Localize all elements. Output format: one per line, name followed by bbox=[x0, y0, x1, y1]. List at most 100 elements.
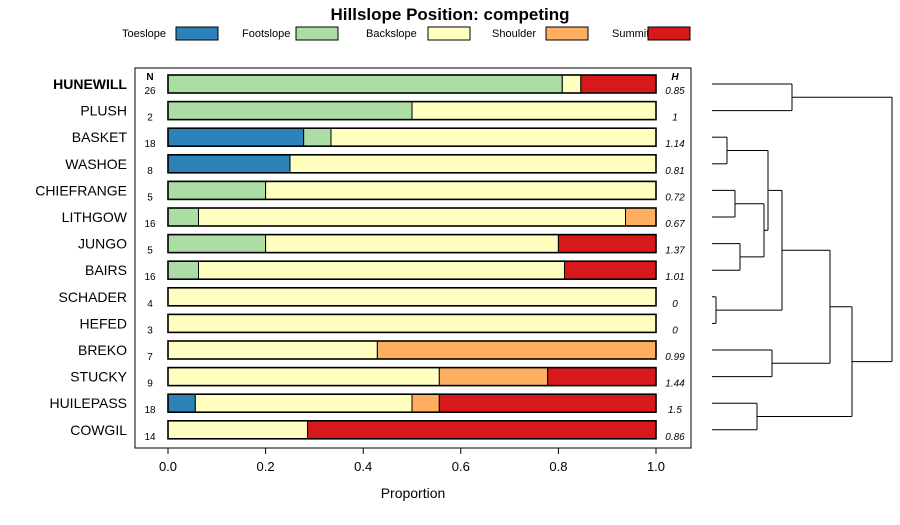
x-tick-label: 0.4 bbox=[354, 459, 372, 474]
row-label-cowgil: COWGIL bbox=[70, 422, 127, 438]
bar-segment-chiefrange-footslope bbox=[167, 180, 267, 200]
bar-outline-huilepass bbox=[167, 393, 657, 414]
bar-segment-huilepass-summit bbox=[438, 393, 657, 413]
bar-segment-bairs-summit bbox=[564, 260, 657, 280]
h-value-stucky: 1.44 bbox=[665, 379, 685, 390]
bar-outline-hunewill bbox=[167, 74, 657, 94]
n-column-header: N bbox=[146, 72, 153, 83]
n-value-chiefrange: 5 bbox=[147, 192, 153, 203]
bar-segment-jungo-backslope bbox=[265, 234, 559, 254]
x-tick-label: 0.6 bbox=[452, 459, 470, 474]
dendrogram bbox=[712, 83, 893, 431]
bar-segment-stucky-shoulder bbox=[438, 367, 549, 387]
bar-segment-jungo-footslope bbox=[167, 234, 267, 254]
bar-segment-basket-footslope bbox=[303, 127, 332, 147]
legend-label-summit: Summit bbox=[612, 28, 649, 40]
h-value-plush: 1 bbox=[672, 113, 678, 124]
n-value-breko: 7 bbox=[147, 352, 153, 363]
bar-outline-hefed bbox=[167, 313, 657, 334]
legend-label-footslope: Footslope bbox=[242, 28, 290, 40]
bar-segment-washoe-toeslope bbox=[167, 154, 291, 174]
h-value-hefed: 0 bbox=[672, 325, 678, 336]
row-label-schader: SCHADER bbox=[59, 289, 127, 305]
bar-segment-plush-backslope bbox=[411, 101, 657, 121]
h-column-header: H bbox=[671, 72, 679, 83]
bar-segment-hefed-backslope bbox=[167, 313, 657, 333]
row-label-hefed: HEFED bbox=[80, 315, 127, 331]
bar-outline-lithgow bbox=[167, 207, 657, 227]
bar-segment-cowgil-backslope bbox=[167, 420, 309, 440]
legend-label-backslope: Backslope bbox=[366, 28, 417, 40]
x-axis: 0.0 0.2 0.4 0.6 0.8 1.0 bbox=[159, 448, 665, 474]
row-label-bairs: BAIRS bbox=[85, 262, 127, 278]
legend-swatch-backslope bbox=[427, 26, 471, 41]
bar-segment-stucky-summit bbox=[547, 367, 657, 387]
x-tick-label: 0.0 bbox=[159, 459, 177, 474]
bar-segment-schader-backslope bbox=[167, 287, 657, 307]
row-label-plush: PLUSH bbox=[80, 103, 127, 119]
chart-title: Hillslope Position: competing bbox=[331, 5, 570, 24]
x-tick-label: 0.2 bbox=[257, 459, 275, 474]
row-label-huilepass: HUILEPASS bbox=[49, 395, 127, 411]
n-value-bairs: 16 bbox=[144, 272, 156, 283]
bar-segment-chiefrange-backslope bbox=[265, 180, 657, 200]
h-value-chiefrange: 0.72 bbox=[665, 192, 685, 203]
n-value-cowgil: 14 bbox=[144, 432, 156, 443]
h-value-schader: 0 bbox=[672, 299, 678, 310]
row-label-washoe: WASHOE bbox=[65, 156, 127, 172]
row-label-basket: BASKET bbox=[72, 129, 128, 145]
legend-swatch-shoulder bbox=[545, 26, 589, 41]
n-value-hunewill: 26 bbox=[144, 86, 156, 97]
bar-segment-plush-footslope bbox=[167, 101, 413, 121]
bar-segment-huilepass-shoulder bbox=[411, 393, 440, 413]
bar-segment-basket-backslope bbox=[330, 127, 657, 147]
h-value-bairs: 1.01 bbox=[665, 272, 684, 283]
h-value-huilepass: 1.5 bbox=[668, 405, 682, 416]
bar-segment-breko-backslope bbox=[167, 340, 378, 360]
n-value-hefed: 3 bbox=[147, 325, 153, 336]
legend-label-toeslope: Toeslope bbox=[122, 28, 166, 40]
bar-segment-cowgil-summit bbox=[307, 420, 657, 440]
bar-outline-chiefrange bbox=[167, 180, 657, 201]
row-label-chiefrange: CHIEFRANGE bbox=[35, 182, 127, 198]
legend-swatch-footslope bbox=[295, 26, 339, 41]
bar-outline-jungo bbox=[167, 233, 657, 254]
bar-segment-huilepass-toeslope bbox=[167, 393, 196, 413]
chart-rows: HUNEWILL 26 0.85 PLUSH 2 1 BASKET 18 1.14 WASHOE 8… bbox=[35, 74, 685, 443]
bar-segment-stucky-backslope bbox=[167, 367, 440, 387]
n-value-basket: 18 bbox=[144, 139, 156, 150]
bar-outline-cowgil bbox=[167, 419, 657, 440]
n-value-lithgow: 16 bbox=[144, 219, 156, 230]
row-label-hunewill: HUNEWILL bbox=[53, 76, 127, 92]
x-tick-label: 1.0 bbox=[647, 459, 665, 474]
legend-swatch-toeslope bbox=[175, 26, 219, 41]
bar-segment-jungo-summit bbox=[557, 234, 657, 254]
bar-segment-bairs-footslope bbox=[167, 260, 199, 280]
n-value-schader: 4 bbox=[147, 299, 153, 310]
n-value-washoe: 8 bbox=[147, 166, 153, 177]
h-value-cowgil: 0.86 bbox=[665, 432, 685, 443]
h-value-hunewill: 0.85 bbox=[665, 86, 685, 97]
h-value-jungo: 1.37 bbox=[665, 246, 685, 257]
row-label-lithgow: LITHGOW bbox=[62, 209, 128, 225]
h-value-breko: 0.99 bbox=[665, 352, 685, 363]
n-value-huilepass: 18 bbox=[144, 405, 156, 416]
h-value-lithgow: 0.67 bbox=[665, 219, 685, 230]
x-tick-label: 0.8 bbox=[549, 459, 567, 474]
bar-outline-bairs bbox=[167, 260, 657, 281]
bar-segment-lithgow-shoulder bbox=[625, 207, 657, 227]
bar-outline-stucky bbox=[167, 366, 657, 387]
row-label-jungo: JUNGO bbox=[78, 236, 127, 252]
bar-outline-plush bbox=[167, 100, 657, 121]
bar-segment-basket-toeslope bbox=[167, 127, 305, 147]
legend-swatch-summit bbox=[647, 26, 691, 41]
bar-segment-washoe-backslope bbox=[289, 154, 657, 174]
bar-outline-washoe bbox=[167, 154, 657, 174]
plot-frame bbox=[134, 67, 692, 449]
bar-segment-huilepass-backslope bbox=[194, 393, 413, 413]
bar-outline-breko bbox=[167, 340, 657, 360]
legend: Toeslope Footslope Backslope Shoulder Summit bbox=[122, 26, 691, 41]
bar-segment-hunewill-summit bbox=[580, 74, 657, 94]
legend-label-shoulder: Shoulder bbox=[492, 28, 536, 40]
